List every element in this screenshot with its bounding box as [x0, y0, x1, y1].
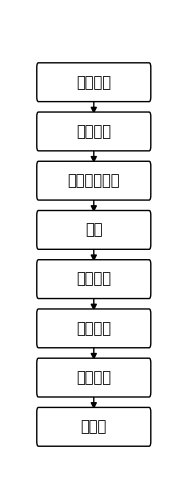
Text: 对位曝光: 对位曝光 — [76, 321, 111, 336]
Text: 菲林制作: 菲林制作 — [76, 272, 111, 287]
FancyBboxPatch shape — [37, 211, 151, 249]
FancyBboxPatch shape — [37, 112, 151, 151]
Text: 冲板显影: 冲板显影 — [76, 370, 111, 385]
Text: 油墨制备: 油墨制备 — [76, 75, 111, 90]
FancyBboxPatch shape — [37, 309, 151, 348]
Text: 热固化: 热固化 — [81, 419, 107, 434]
Text: 预烤: 预烤 — [85, 222, 102, 237]
FancyBboxPatch shape — [37, 358, 151, 397]
FancyBboxPatch shape — [37, 407, 151, 446]
FancyBboxPatch shape — [37, 161, 151, 200]
FancyBboxPatch shape — [37, 63, 151, 102]
Text: 塞孔及印刷油: 塞孔及印刷油 — [68, 173, 120, 188]
FancyBboxPatch shape — [37, 260, 151, 298]
Text: 板面处理: 板面处理 — [76, 124, 111, 139]
